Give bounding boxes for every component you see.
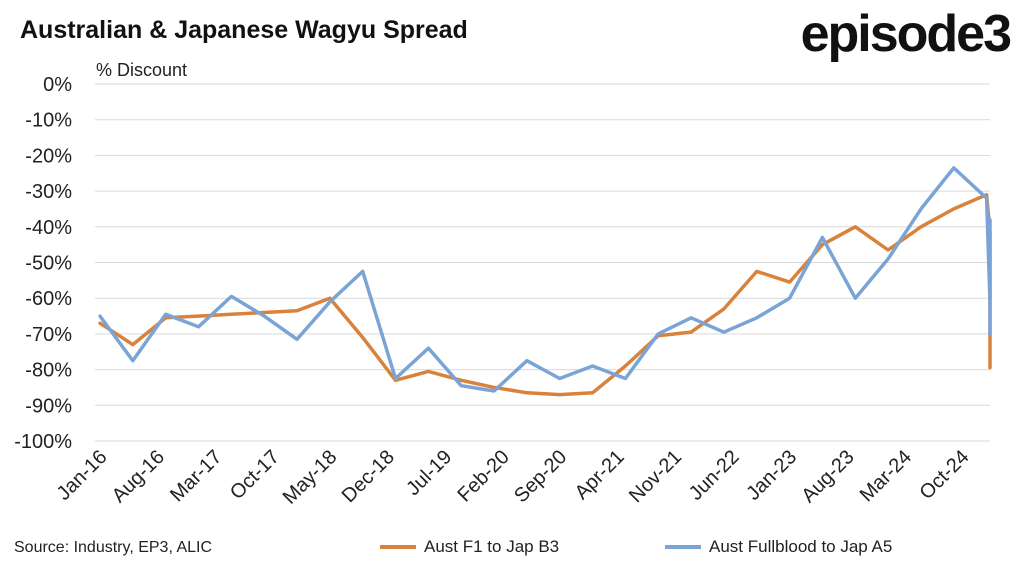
legend-swatch-series-2 (665, 545, 701, 549)
x-tick-label: Dec-18 (338, 446, 399, 507)
y-tick-label: -30% (25, 181, 72, 203)
x-tick-label: Oct-17 (226, 446, 284, 504)
y-tick-label: -10% (25, 110, 72, 132)
legend-item-series-2: Aust Fullblood to Jap A5 (665, 537, 892, 557)
legend-label-series-2: Aust Fullblood to Jap A5 (709, 537, 893, 556)
source-note: Source: Industry, EP3, ALIC (14, 539, 213, 556)
y-tick-label: -20% (25, 145, 72, 167)
y-tick-label: -50% (25, 253, 72, 275)
y-tick-label: -60% (25, 288, 72, 310)
legend: Aust F1 to Jap B3 Aust Fullblood to Jap … (380, 537, 1024, 561)
x-tick-label: Mar-17 (166, 446, 226, 506)
chart-title: Australian & Japanese Wagyu Spread (20, 16, 468, 44)
x-tick-label: Aug-23 (797, 446, 858, 507)
series-line-2 (98, 166, 992, 393)
y-tick-label: -100% (14, 431, 72, 453)
y-tick-label: -80% (25, 360, 72, 382)
x-tick-label: Aug-16 (108, 446, 169, 507)
grid-lines (95, 83, 990, 442)
x-tick-label: Jun-22 (685, 446, 744, 505)
series-line-1 (98, 192, 992, 397)
x-tick-label: Jan-16 (53, 446, 112, 505)
x-tick-label: Jan-23 (742, 446, 801, 505)
x-tick-label: Nov-21 (625, 446, 686, 507)
x-tick-label: Feb-20 (453, 446, 513, 506)
y-tick-label: 0% (43, 74, 72, 96)
x-tick-label: May-18 (279, 446, 342, 509)
y-tick-label: -70% (25, 324, 72, 346)
x-tick-label: Mar-24 (856, 446, 916, 506)
x-tick-label: Sep-20 (510, 446, 571, 507)
episode3-logo: episode3 (800, 5, 1012, 63)
y-tick-label: -40% (25, 217, 72, 239)
legend-label-series-1: Aust F1 to Jap B3 (424, 537, 560, 556)
y-axis-label: % Discount (96, 60, 188, 80)
x-tick-label: Jul-19 (402, 446, 456, 500)
x-tick-label: Apr-21 (571, 446, 629, 504)
x-tick-label: Oct-24 (916, 446, 974, 504)
y-tick-labels: 0% -10% -20% -30% -40% -50% -60% -70% -80% -90% -1… (14, 74, 72, 453)
series-lines (98, 166, 992, 397)
legend-swatch-series-1 (380, 545, 416, 549)
y-tick-label: -90% (25, 395, 72, 417)
legend-item-series-1: Aust F1 to Jap B3 (380, 537, 559, 557)
